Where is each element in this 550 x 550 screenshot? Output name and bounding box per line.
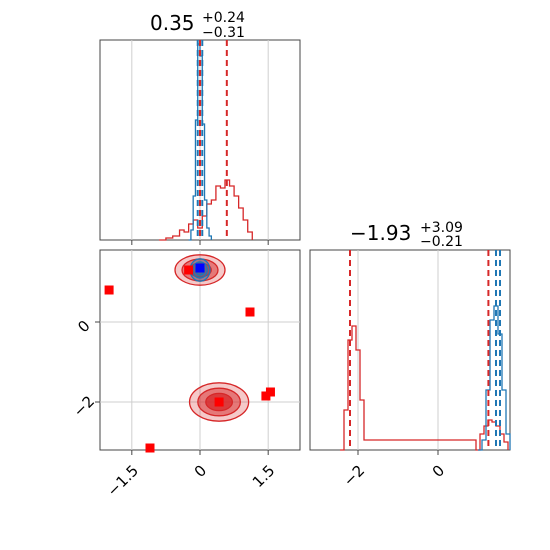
joint-x-tick-labels: −1.5 0 1.5: [104, 462, 279, 500]
marginal-x-title-value: 0.35: [150, 11, 195, 35]
joint-point: [265, 387, 275, 397]
marginal-y-frame: [309, 249, 511, 451]
joint-point: [261, 391, 271, 401]
joint-points: [104, 263, 275, 453]
joint-point: [245, 307, 255, 317]
marginal-x-title-plus: +0.24: [202, 10, 245, 26]
joint-point: [104, 285, 114, 295]
joint-panel: −1.5 0 1.5 −2 0: [70, 249, 301, 500]
marginal-y-x-tick-label: 0: [429, 462, 448, 481]
marginal-y-title-minus: −0.21: [420, 234, 463, 250]
joint-x-tick-label: −1.5: [104, 462, 142, 500]
marginal-x-title-minus: −0.31: [202, 25, 245, 41]
joint-point: [145, 443, 155, 453]
joint-y-tick-label: −2: [70, 392, 98, 420]
marginal-x-histogram: [159, 179, 253, 241]
marginal-y-quantile-lines: [349, 250, 501, 450]
joint-y-tick-label: 0: [74, 317, 93, 336]
marginal-y-panel: −2 0 −1.93 +3.09 −0.21: [309, 220, 511, 490]
joint-y-tick-labels: −2 0: [70, 317, 98, 421]
joint-x-tick-label: 0: [191, 462, 210, 481]
marginal-y-x-tick-label: −2: [340, 462, 368, 490]
marginal-y-histogram: [478, 305, 511, 451]
joint-point: [184, 265, 194, 275]
marginal-y-x-tick-labels: −2 0: [340, 462, 448, 490]
joint-x-tick-label: 1.5: [249, 462, 279, 492]
marginal-x-panel: 0.35 +0.24 −0.31: [99, 10, 301, 245]
marginal-y-title-plus: +3.09: [420, 220, 463, 236]
joint-point: [195, 263, 205, 273]
marginal-x-quantile-lines: [196, 40, 228, 240]
marginal-y-title-value: −1.93: [350, 221, 411, 245]
joint-grid: [95, 250, 300, 455]
joint-point: [214, 397, 224, 407]
